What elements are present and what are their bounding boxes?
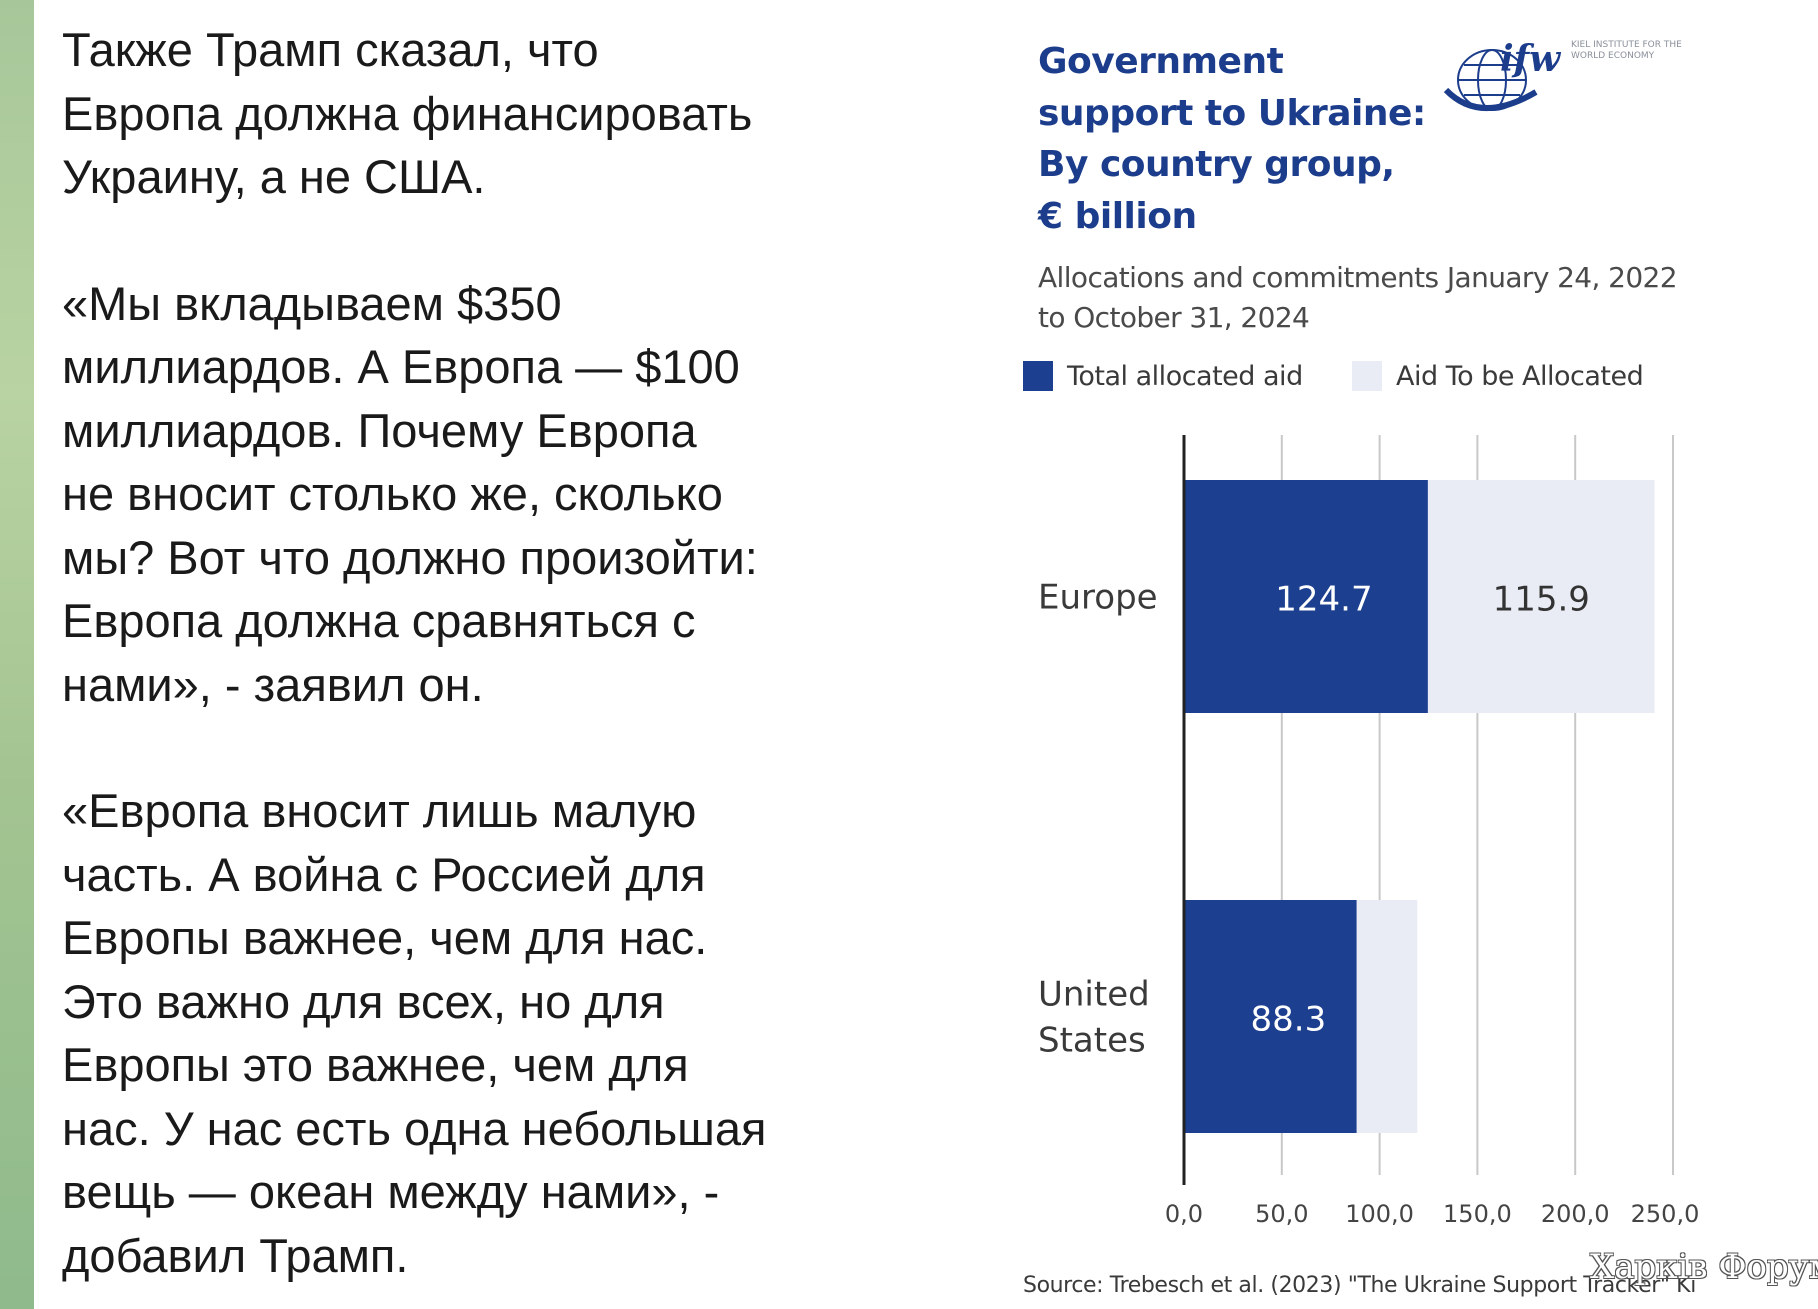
legend-item-allocated: Total allocated aid <box>1023 360 1303 392</box>
chart-subtitle: Allocations and commitments January 24, … <box>1038 261 1678 334</box>
data-label: 88.3 <box>1251 1000 1327 1040</box>
chart-source: Source: Trebesch et al. (2023) "The Ukra… <box>1023 1273 1696 1298</box>
message-paragraph: Также Трамп сказал, что Европа должна фи… <box>62 23 753 203</box>
chat-wallpaper <box>0 0 34 1309</box>
legend-item-to-be-allocated: Aid To be Allocated <box>1352 360 1644 392</box>
chart-title: Government support to Ukraine: By countr… <box>1038 41 1426 237</box>
data-label: 115.9 <box>1493 580 1590 620</box>
bar-to-be-allocated-europe <box>1427 480 1655 713</box>
x-tick-label: 150,0 <box>1443 1200 1512 1228</box>
category-label: United <box>1038 975 1150 1015</box>
category-label: Europe <box>1038 578 1158 618</box>
x-tick-label: 50,0 <box>1255 1200 1308 1228</box>
logo-subtitle: KIEL INSTITUTE FOR THE WORLD ECONOMY <box>1571 40 1682 61</box>
legend-label-allocated: Total allocated aid <box>1067 360 1303 392</box>
ifw-globe-logo-icon <box>1443 49 1538 111</box>
message-paragraph: «Мы вкладываем $350 миллиардов. А Европа… <box>62 276 758 711</box>
legend-label-to-be-allocated: Aid To be Allocated <box>1396 360 1644 392</box>
legend-swatch-allocated <box>1023 361 1053 391</box>
bar-allocated-europe <box>1184 480 1428 713</box>
legend-swatch-to-be-allocated <box>1352 361 1382 391</box>
watermark: Харків Форум <box>1590 1247 1818 1287</box>
category-label: States <box>1038 1021 1146 1061</box>
bar-allocated-united-states <box>1184 900 1357 1133</box>
x-tick-label: 0,0 <box>1165 1200 1203 1228</box>
x-tick-label: 100,0 <box>1345 1200 1414 1228</box>
message-paragraph: «Европа вносит лишь малую часть. А война… <box>62 784 767 1282</box>
message-text: Также Трамп сказал, что Европа должна фи… <box>62 18 922 1287</box>
data-label: 124.7 <box>1275 580 1372 620</box>
bar-to-be-allocated-united-states <box>1356 900 1418 1133</box>
x-tick-label: 200,0 <box>1541 1200 1610 1228</box>
x-tick-label: 250,0 <box>1631 1200 1700 1228</box>
logo-text: ifw <box>1500 38 1561 80</box>
